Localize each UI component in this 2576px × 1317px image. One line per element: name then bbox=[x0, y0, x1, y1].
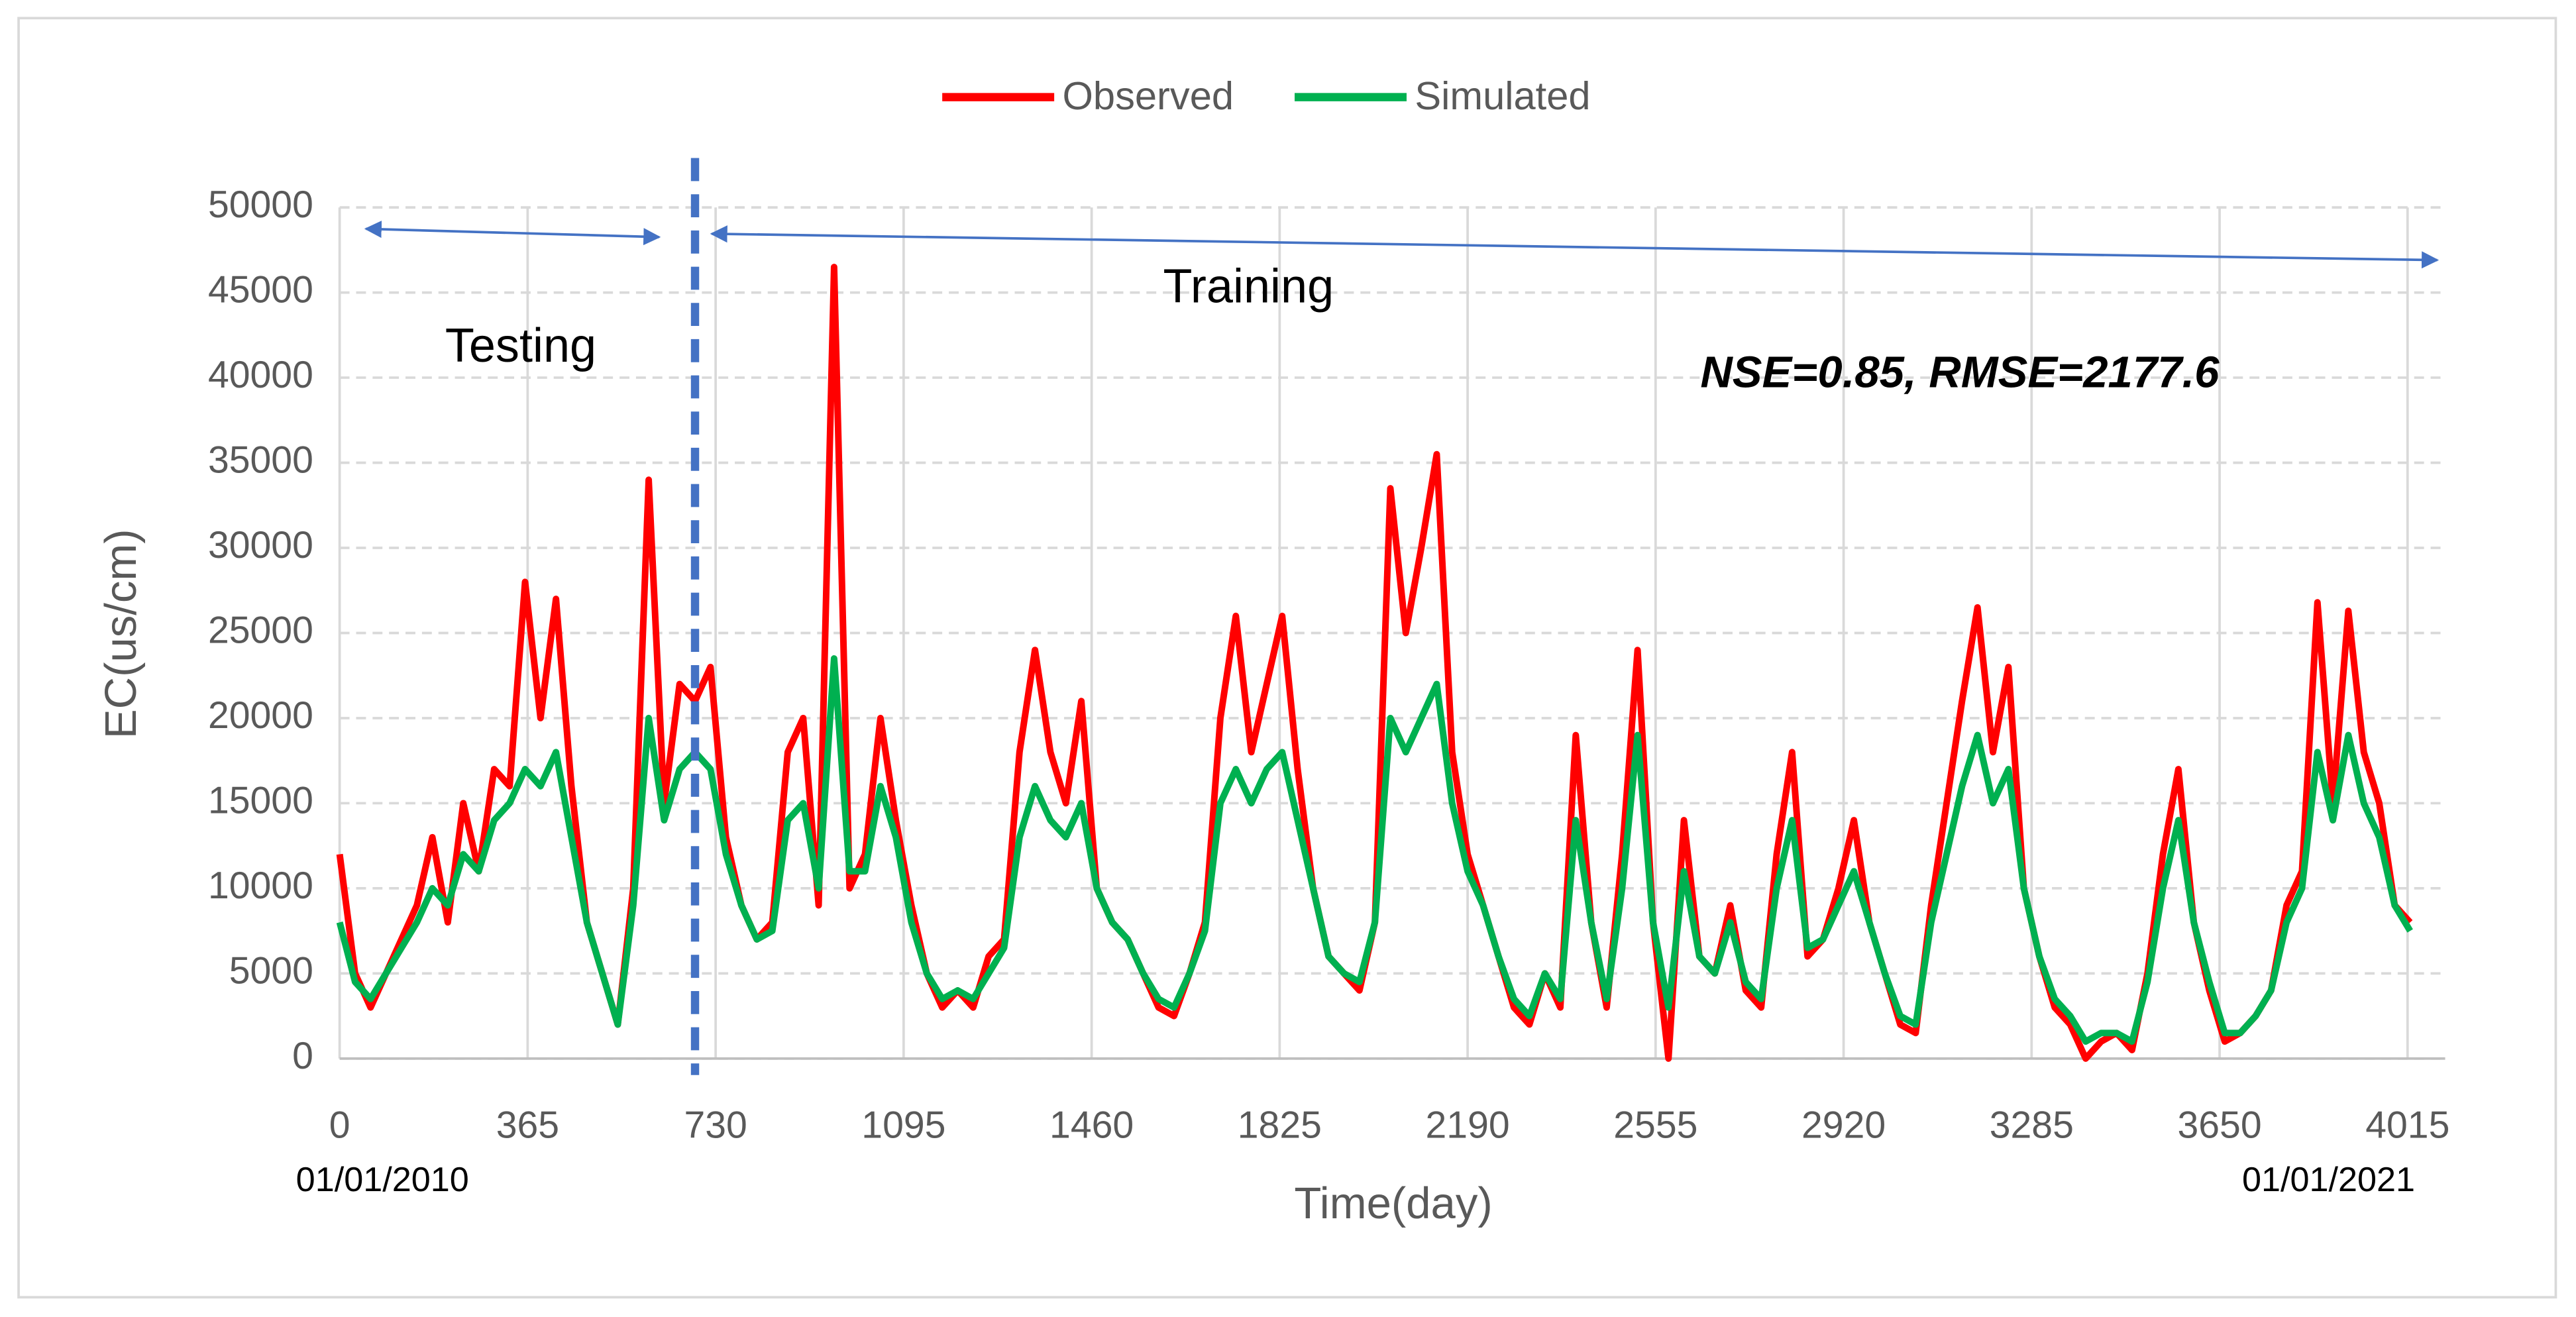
training-arrow bbox=[710, 225, 2440, 269]
y-tick-label: 25000 bbox=[208, 609, 313, 652]
x-tick-label: 2555 bbox=[1613, 1104, 1697, 1146]
y-tick-label: 35000 bbox=[208, 439, 313, 482]
legend-label: Simulated bbox=[1415, 74, 1590, 118]
x-tick-label: 1460 bbox=[1049, 1104, 1134, 1146]
x-tick-label: 3650 bbox=[2177, 1104, 2261, 1146]
y-tick-label: 50000 bbox=[208, 184, 313, 226]
legend: Observed Simulated bbox=[942, 74, 1591, 118]
y-tick-label: 30000 bbox=[208, 524, 313, 566]
y-tick-label: 0 bbox=[292, 1035, 313, 1077]
start-date-label: 01/01/2010 bbox=[296, 1161, 469, 1199]
x-tick-label: 1095 bbox=[861, 1104, 945, 1146]
series-line bbox=[336, 655, 2413, 1045]
y-tick-label: 10000 bbox=[208, 865, 313, 907]
x-axis-title: Time(day) bbox=[1294, 1179, 1492, 1228]
x-tick-label: 3285 bbox=[1990, 1104, 2074, 1146]
x-tick-label: 1825 bbox=[1238, 1104, 1322, 1146]
y-tick-label: 40000 bbox=[208, 354, 313, 396]
y-tick-label: 5000 bbox=[229, 949, 313, 992]
x-tick-label: 0 bbox=[329, 1104, 350, 1146]
grid bbox=[338, 206, 2445, 1060]
series-group bbox=[336, 264, 2413, 1062]
training-label: Training bbox=[1163, 260, 1334, 313]
x-tick-label: 730 bbox=[684, 1104, 747, 1146]
x-tick-label: 365 bbox=[496, 1104, 559, 1146]
testing-label: Testing bbox=[445, 319, 596, 372]
testing-arrow bbox=[364, 221, 661, 246]
end-date-label: 01/01/2021 bbox=[2242, 1161, 2415, 1199]
y-tick-label: 45000 bbox=[208, 269, 313, 311]
legend-label: Observed bbox=[1063, 74, 1234, 118]
x-tick-label: 4015 bbox=[2365, 1104, 2449, 1146]
y-tick-label: 20000 bbox=[208, 694, 313, 737]
x-tick-label: 2190 bbox=[1426, 1104, 1510, 1146]
y-axis-title: EC(us/cm) bbox=[96, 529, 146, 739]
x-tick-label: 2920 bbox=[1801, 1104, 1886, 1146]
metrics-label: NSE=0.85, RMSE=2177.6 bbox=[1700, 347, 2220, 397]
y-tick-label: 15000 bbox=[208, 780, 313, 822]
